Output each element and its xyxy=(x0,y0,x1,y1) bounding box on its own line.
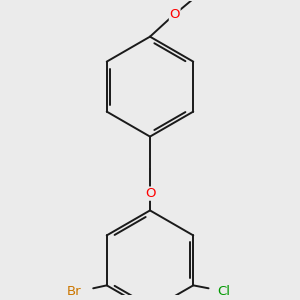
Text: O: O xyxy=(169,8,180,21)
Text: O: O xyxy=(145,187,155,200)
Text: Br: Br xyxy=(67,285,82,298)
Text: Cl: Cl xyxy=(217,285,230,298)
